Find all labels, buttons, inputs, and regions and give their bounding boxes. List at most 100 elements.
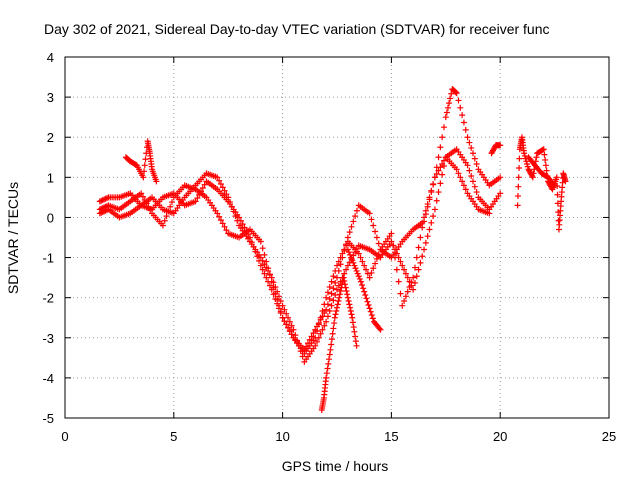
data-point [453, 90, 460, 97]
data-point [326, 283, 333, 290]
data-point [401, 298, 408, 305]
data-point [457, 104, 464, 111]
data-point [368, 269, 375, 276]
data-point [362, 291, 369, 298]
data-point [323, 374, 330, 381]
data-point [514, 202, 521, 209]
data-point [365, 302, 372, 309]
data-point [413, 254, 420, 261]
data-point [439, 134, 446, 141]
data-point [328, 336, 335, 343]
data-point [341, 277, 348, 284]
data-point [440, 124, 447, 131]
y-tick-label: 1 [47, 170, 54, 185]
data-point [395, 278, 402, 285]
data-point [446, 100, 453, 107]
data-point [437, 164, 444, 171]
data-point [192, 198, 199, 205]
data-point [554, 200, 561, 207]
data-point [219, 184, 226, 191]
data-point [319, 326, 326, 333]
data-point [357, 254, 364, 261]
data-point [349, 314, 356, 321]
data-point [521, 152, 528, 159]
data-point [142, 156, 149, 163]
data-point [347, 304, 354, 311]
data-point [319, 308, 326, 315]
data-point [523, 158, 530, 165]
data-point [332, 279, 339, 286]
data-point [283, 321, 290, 328]
data-point [147, 207, 154, 214]
data-point [323, 294, 330, 301]
data-point [344, 294, 351, 301]
data-point [430, 181, 437, 188]
data-point [353, 267, 360, 274]
data-point [331, 314, 338, 321]
data-point [263, 258, 270, 265]
data-series [318, 274, 360, 413]
data-point [317, 330, 324, 337]
data-point [443, 109, 450, 116]
data-point [539, 146, 546, 153]
data-point [286, 318, 293, 325]
data-point [457, 174, 464, 181]
data-point [447, 95, 454, 102]
grid-lines [65, 57, 609, 418]
data-point [406, 283, 413, 290]
data-point [364, 298, 371, 305]
data-point [337, 254, 344, 261]
data-point [330, 285, 337, 292]
data-point [241, 224, 248, 231]
data-point [390, 242, 397, 249]
data-point [168, 199, 175, 206]
data-point [288, 331, 295, 338]
data-point [421, 214, 428, 221]
data-point [323, 318, 330, 325]
data-point [325, 360, 332, 367]
data-point [275, 293, 282, 300]
data-point [272, 290, 279, 297]
data-point [401, 266, 408, 273]
data-series [344, 246, 384, 333]
data-point [281, 318, 288, 325]
data-point [417, 259, 424, 266]
data-point [326, 308, 333, 315]
data-point [257, 254, 264, 261]
x-tick-label: 10 [275, 429, 289, 444]
data-point [375, 240, 382, 247]
data-point [359, 281, 366, 288]
data-point [553, 174, 560, 181]
data-point [404, 274, 411, 281]
data-point [214, 210, 221, 217]
data-point [464, 162, 471, 169]
data-point [462, 186, 469, 193]
data-point [286, 328, 293, 335]
y-tick-label: -1 [42, 251, 54, 266]
data-point [234, 217, 241, 224]
data-point [426, 226, 433, 233]
data-point [336, 291, 343, 298]
data-point [363, 295, 370, 302]
data-point [266, 282, 273, 289]
data-point [347, 251, 354, 258]
data-point [404, 288, 411, 295]
data-point [326, 351, 333, 358]
data-point [332, 291, 339, 298]
data-point [554, 191, 561, 198]
data-point [433, 170, 440, 177]
data-point [533, 154, 540, 161]
data-point [306, 336, 313, 343]
data-point [326, 296, 333, 303]
data-point [259, 245, 266, 252]
data-point [373, 255, 380, 262]
data-point [551, 182, 558, 189]
data-point [343, 242, 350, 249]
data-point [323, 306, 330, 313]
data-point [515, 183, 522, 190]
data-point [367, 308, 374, 315]
data-point [413, 273, 420, 280]
data-point [422, 207, 429, 214]
y-tick-label: 2 [47, 130, 54, 145]
